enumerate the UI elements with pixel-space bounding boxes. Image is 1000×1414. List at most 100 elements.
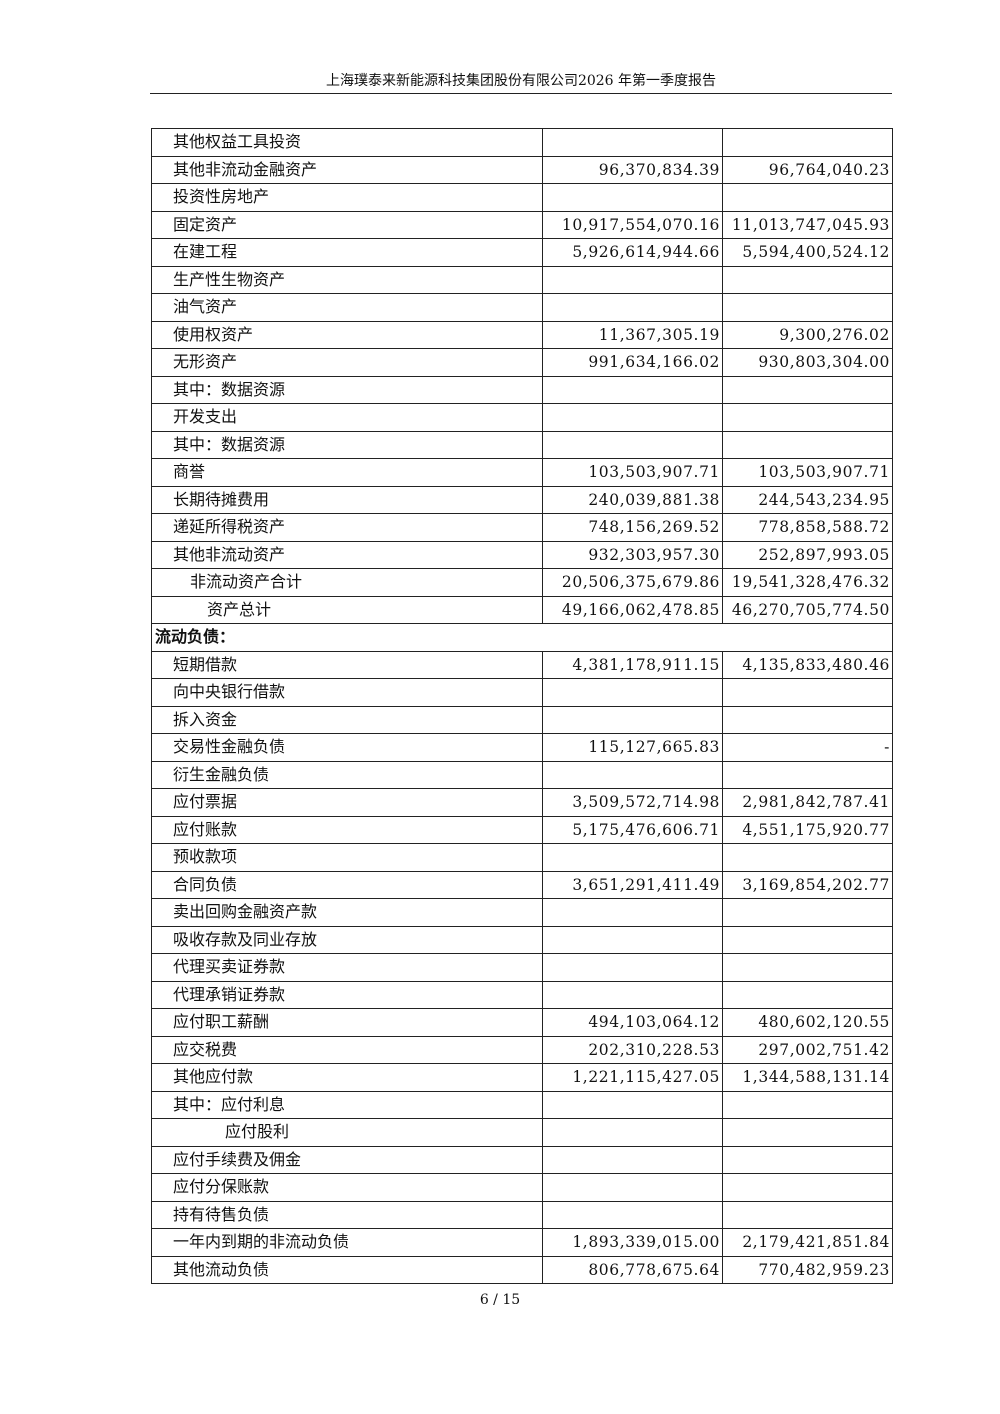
current-period-value [542,1200,723,1229]
current-period-value [542,953,723,982]
prior-period-value [722,1173,893,1202]
current-period-value [542,375,723,404]
table-row: 使用权资产 11,367,305.19 9,300,276.02 [151,320,893,349]
prior-period-value: 3,169,854,202.77 [722,870,893,899]
prior-period-value: 4,135,833,480.46 [722,650,893,679]
prior-period-value [722,925,893,954]
current-period-value: 96,370,834.39 [542,155,723,184]
row-label: 应付票据 [151,788,543,817]
row-label: 应交税费 [151,1035,543,1064]
row-label: 生产性生物资产 [151,265,543,294]
current-period-value [542,980,723,1009]
current-period-value: 3,509,572,714.98 [542,788,723,817]
row-label: 其他应付款 [151,1063,543,1092]
current-period-value: 748,156,269.52 [542,513,723,542]
current-period-value: 115,127,665.83 [542,733,723,762]
table-row: 应付股利 [151,1118,893,1147]
row-label: 应付分保账款 [151,1173,543,1202]
current-period-value [542,898,723,927]
row-label: 向中央银行借款 [151,678,543,707]
table-row: 非流动资产合计 20,506,375,679.86 19,541,328,476.3… [151,568,893,597]
row-label: 其他非流动金融资产 [151,155,543,184]
row-label: 代理承销证券款 [151,980,543,1009]
prior-period-value [722,705,893,734]
table-row: 其他应付款 1,221,115,427.05 1,344,588,131.14 [151,1063,893,1092]
prior-period-value [722,953,893,982]
table-row: 衍生金融负债 [151,760,893,789]
row-label: 其他流动负债 [151,1255,543,1284]
current-period-value [542,430,723,459]
table-row: 应交税费 202,310,228.53 297,002,751.42 [151,1035,893,1064]
row-label: 代理买卖证券款 [151,953,543,982]
row-label: 其他非流动资产 [151,540,543,569]
prior-period-value [722,678,893,707]
table-row: 应付分保账款 [151,1173,893,1202]
prior-period-value [722,980,893,1009]
prior-period-value [722,1200,893,1229]
table-row: 一年内到期的非流动负债 1,893,339,015.00 2,179,421,851… [151,1228,893,1257]
table-row: 短期借款 4,381,178,911.15 4,135,833,480.46 [151,650,893,679]
prior-period-value: 103,503,907.71 [722,458,893,487]
prior-period-value [722,293,893,322]
table-row: 合同负债 3,651,291,411.49 3,169,854,202.77 [151,870,893,899]
row-label: 合同负债 [151,870,543,899]
prior-period-value [722,375,893,404]
prior-period-value: 4,551,175,920.77 [722,815,893,844]
current-period-value [542,293,723,322]
row-label: 卖出回购金融资产款 [151,898,543,927]
current-period-value [542,183,723,212]
current-period-value [542,1173,723,1202]
current-period-value: 5,926,614,944.66 [542,238,723,267]
row-label: 在建工程 [151,238,543,267]
row-label: 使用权资产 [151,320,543,349]
prior-period-value [722,430,893,459]
row-label: 商誉 [151,458,543,487]
row-label: 其中：数据资源 [151,375,543,404]
report-header-title: 上海璞泰来新能源科技集团股份有限公司2026 年第一季度报告 [325,73,717,89]
current-period-value: 103,503,907.71 [542,458,723,487]
current-period-value: 494,103,064.12 [542,1008,723,1037]
current-period-value: 4,381,178,911.15 [542,650,723,679]
table-row: 持有待售负债 [151,1200,893,1229]
table-row: 交易性金融负债 115,127,665.83- [151,733,893,762]
current-period-value [542,403,723,432]
row-label: 其中：应付利息 [151,1090,543,1119]
prior-period-value: 2,981,842,787.41 [722,788,893,817]
current-period-value: 5,175,476,606.71 [542,815,723,844]
row-label: 应付手续费及佣金 [151,1145,543,1174]
row-label: 持有待售负债 [151,1200,543,1229]
prior-period-value [722,183,893,212]
row-label: 衍生金融负债 [151,760,543,789]
table-row: 在建工程 5,926,614,944.66 5,594,400,524.12 [151,238,893,267]
prior-period-value: 297,002,751.42 [722,1035,893,1064]
current-period-value: 806,778,675.64 [542,1255,723,1284]
current-period-value [542,1118,723,1147]
table-row: 递延所得税资产 748,156,269.52 778,858,588.72 [151,513,893,542]
prior-period-value: 1,344,588,131.14 [722,1063,893,1092]
row-label: 长期待摊费用 [151,485,543,514]
prior-period-value [722,898,893,927]
page-number: 6 / 15 [479,1292,521,1308]
current-period-value [542,1145,723,1174]
current-period-value [542,843,723,872]
section-label: 流动负债： [151,623,893,652]
header-divider [150,93,892,94]
current-period-value: 3,651,291,411.49 [542,870,723,899]
table-row: 其中：数据资源 [151,430,893,459]
current-period-value [542,128,723,157]
prior-period-value: 2,179,421,851.84 [722,1228,893,1257]
prior-period-value: 46,270,705,774.50 [722,595,893,624]
prior-period-value [722,403,893,432]
prior-period-value [722,128,893,157]
row-label: 递延所得税资产 [151,513,543,542]
table-row: 预收款项 [151,843,893,872]
current-period-value [542,705,723,734]
prior-period-value [722,760,893,789]
table-row: 向中央银行借款 [151,678,893,707]
section-header-row: 流动负债： [151,623,893,652]
current-period-value: 991,634,166.02 [542,348,723,377]
prior-period-value [722,843,893,872]
prior-period-value: 11,013,747,045.93 [722,210,893,239]
row-label: 开发支出 [151,403,543,432]
row-label: 非流动资产合计 [151,568,543,597]
